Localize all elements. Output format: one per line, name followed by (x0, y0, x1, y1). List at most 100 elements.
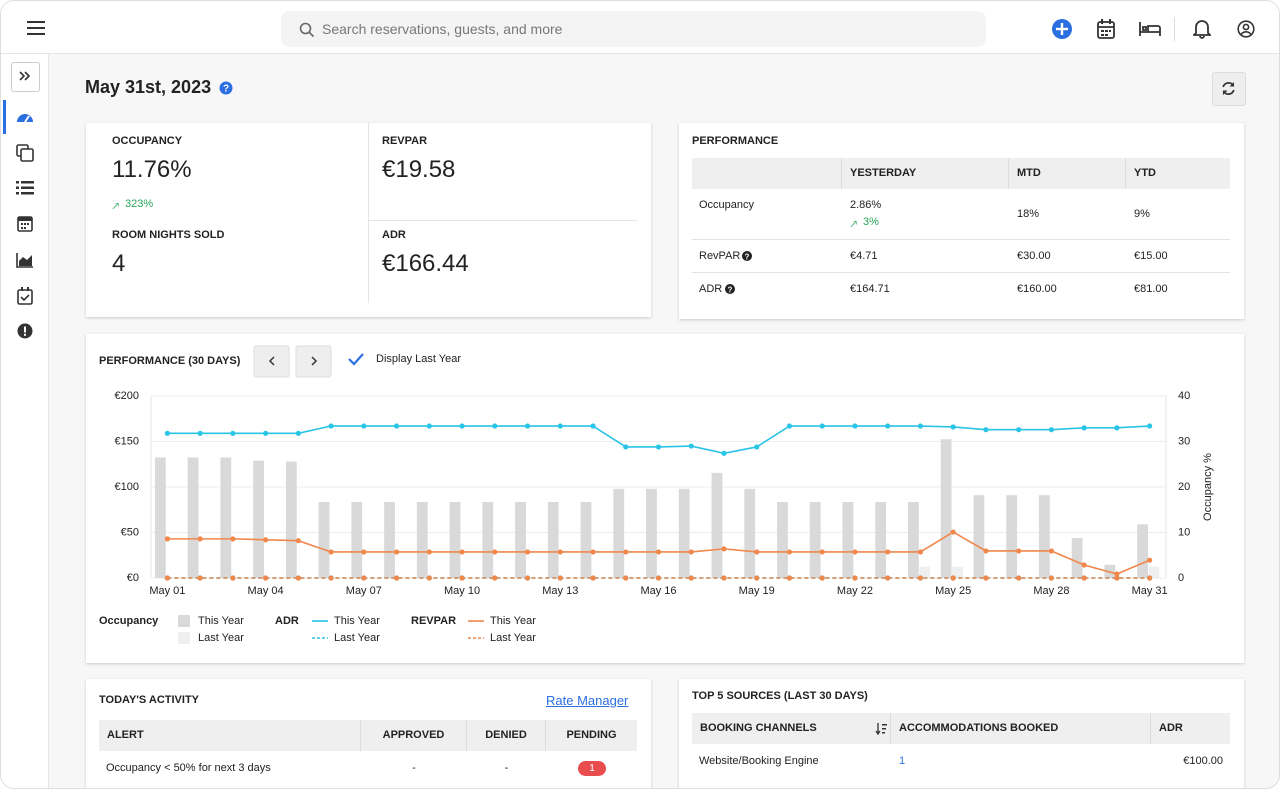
point (917, 575, 924, 581)
kpi-label: ROOM NIGHTS SOLD (112, 229, 225, 241)
header-cell: APPROVED (361, 720, 467, 751)
point (590, 549, 596, 555)
bar (1137, 524, 1149, 578)
bar (646, 488, 657, 578)
tasks-icon[interactable] (17, 287, 33, 305)
cell: €15.00 (1134, 250, 1168, 262)
header-cell: YESTERDAY (842, 158, 1009, 189)
calendar-nav-icon[interactable] (17, 214, 33, 232)
point (623, 444, 629, 450)
search-icon (299, 22, 315, 38)
kpi-label: OCCUPANCY (112, 135, 183, 147)
help-icon[interactable]: ? (219, 81, 233, 95)
point (197, 536, 203, 542)
next-icon (311, 356, 318, 366)
x-tick-label: May 01 (149, 585, 185, 597)
dashboard-icon[interactable] (16, 109, 34, 125)
y2-tick-label: 30 (1178, 435, 1190, 447)
point (361, 549, 367, 555)
legend-group: REVPAR (411, 615, 456, 627)
bar (449, 502, 461, 578)
expand-button[interactable] (11, 62, 40, 92)
bar (220, 457, 232, 578)
point (1048, 427, 1055, 433)
y2-tick-label: 10 (1178, 526, 1190, 538)
point (721, 450, 727, 456)
point (262, 575, 269, 581)
bell-icon[interactable] (1193, 19, 1211, 39)
bar (940, 439, 952, 578)
reports-icon[interactable] (16, 252, 34, 268)
rate-manager-link[interactable]: Rate Manager (546, 693, 629, 708)
bed-icon[interactable] (1139, 21, 1161, 37)
x-tick-label: May 22 (837, 585, 873, 597)
header-cell[interactable]: BOOKING CHANNELS (692, 713, 891, 744)
header-cell (692, 158, 842, 189)
legend-swatch (178, 632, 190, 644)
menu-icon[interactable] (27, 20, 45, 36)
help-icon[interactable]: ? (742, 251, 752, 261)
point (754, 549, 760, 555)
bar (973, 495, 985, 578)
bar (351, 502, 363, 578)
legend-label: Last Year (334, 632, 380, 644)
refresh-icon (1222, 81, 1235, 96)
point (786, 549, 793, 555)
card-title: TOP 5 SOURCES (LAST 30 DAYS) (692, 690, 868, 702)
row-divider (692, 239, 1230, 240)
point (393, 575, 400, 581)
cell: €160.00 (1017, 283, 1057, 295)
point (950, 424, 956, 430)
legend-label: Last Year (490, 632, 536, 644)
header-cell: ALERT (99, 720, 361, 751)
header-cell: ACCOMMODATIONS BOOKED (891, 713, 1151, 744)
active-indicator (3, 100, 6, 134)
bar (777, 502, 788, 578)
toggle-label[interactable]: Display Last Year (376, 353, 461, 365)
sort-icon[interactable] (875, 722, 887, 735)
bar (154, 457, 166, 578)
point (917, 423, 924, 429)
list-icon[interactable] (16, 181, 34, 195)
refresh-button[interactable] (1212, 72, 1246, 106)
point (754, 444, 760, 450)
point (393, 423, 400, 429)
point (721, 575, 727, 581)
add-button[interactable] (1051, 18, 1073, 40)
point (230, 575, 236, 581)
page-date: May 31st, 2023 (85, 77, 212, 97)
search-box[interactable] (281, 11, 986, 47)
header-cell: PENDING (566, 729, 617, 741)
pages-icon[interactable] (16, 144, 34, 162)
point (852, 549, 858, 555)
calendar-icon[interactable] (1097, 19, 1115, 39)
bar (285, 461, 297, 578)
bar (1006, 495, 1018, 578)
point (655, 575, 662, 581)
point (164, 575, 170, 581)
point (361, 575, 367, 581)
sidebar (1, 54, 49, 788)
help-icon[interactable]: ? (725, 284, 735, 294)
point (819, 575, 825, 581)
y2-tick-label: 20 (1178, 481, 1190, 493)
pending-badge[interactable]: 1 (578, 761, 606, 776)
point (885, 423, 891, 429)
point (426, 549, 432, 555)
bar (482, 502, 494, 578)
kpi-label: ADR (382, 229, 406, 241)
point (983, 548, 989, 554)
checkbox-check[interactable] (348, 353, 364, 366)
bar (515, 502, 526, 578)
point (688, 443, 694, 449)
prev-icon (268, 356, 275, 366)
bar (318, 502, 330, 578)
point (492, 575, 498, 581)
point (459, 549, 465, 555)
alert-icon[interactable] (17, 323, 33, 339)
user-icon[interactable] (1237, 20, 1255, 38)
cell-link[interactable]: 1 (899, 755, 906, 767)
next-button[interactable] (295, 345, 332, 378)
x-tick-label: May 16 (640, 585, 676, 597)
kpi-value: €19.58 (382, 156, 456, 183)
